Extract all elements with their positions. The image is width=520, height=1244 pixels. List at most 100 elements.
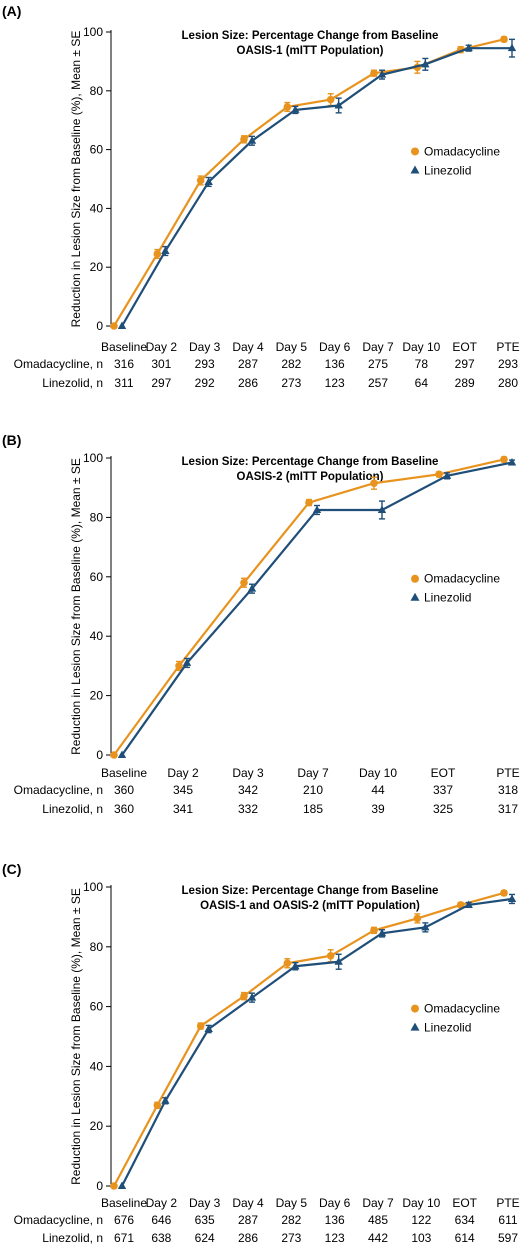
n-table-cell: 210 [303,783,323,797]
n-table-cell: 280 [498,376,518,390]
n-table-cell: 275 [368,357,388,371]
data-point-linezolid [507,457,517,466]
data-point-omadacycline [283,103,292,111]
x-tick-label: Day 3 [189,1196,221,1210]
panel-label: (A) [2,3,21,19]
n-table-row-label: Linezolid, n [42,376,103,390]
n-table-cell: 638 [151,1231,171,1244]
n-table-cell: 297 [151,376,171,390]
n-table-cell: 325 [433,802,453,816]
data-point-linezolid [377,928,387,937]
data-point-omadacycline [370,926,378,935]
y-tick-label: 20 [90,260,104,274]
legend-marker-circle [411,1004,419,1013]
y-tick-label: 80 [90,84,104,98]
data-point-omadacycline [500,455,508,464]
x-tick-label: Day 4 [232,1196,264,1210]
data-point-linezolid [464,43,473,52]
series-line-linezolid [121,47,512,327]
legend-label: Omadacycline [424,1002,500,1016]
data-point-linezolid [204,177,213,185]
panel-label: (C) [2,861,21,877]
y-axis-label: Reduction in Lesion Size from Baseline (… [69,458,83,755]
n-table-cell: 301 [151,357,171,371]
n-table-cell: 293 [498,357,518,371]
data-point-linezolid [334,957,343,965]
legend-marker-triangle [410,165,420,174]
x-tick-label: Baseline [101,340,147,354]
y-tick-label: 0 [96,319,103,333]
x-tick-label: Day 2 [167,766,199,780]
n-table-cell: 257 [368,376,388,390]
y-tick-label: 100 [83,451,103,465]
n-table-cell: 292 [195,376,215,390]
data-point-linezolid [464,900,473,908]
n-table-cell: 311 [114,376,133,390]
y-tick-label: 0 [96,1179,103,1193]
legend: Omadacycline Linezolid [410,1002,500,1035]
n-table-cell: 44 [371,783,385,797]
n-table-cell: 317 [498,802,518,816]
n-table-cell: 671 [114,1231,134,1244]
chart-panel: (A) Lesion Size: Percentage Change from B… [2,3,520,390]
n-table-row-label: Linezolid, n [42,802,103,816]
n-table-cell: 78 [415,357,429,371]
n-table-cell: 39 [371,802,385,816]
y-tick-label: 40 [90,629,104,643]
x-tick-label: Day 5 [276,340,308,354]
data-point-omadacycline [153,1101,162,1110]
chart-title: Lesion Size: Percentage Change from Base… [182,456,439,468]
data-point-linezolid [442,471,452,479]
y-tick-label: 80 [90,940,104,954]
data-point-omadacycline [326,95,335,104]
n-table-row-label: Omadacycline, n [14,1213,103,1227]
data-point-linezolid [507,894,517,902]
n-table-cell: 136 [325,1213,345,1227]
data-point-omadacycline [370,69,378,77]
data-point-linezolid [291,961,300,970]
data-point-linezolid [421,922,430,931]
n-table-cell: 282 [281,1213,301,1227]
legend-marker-triangle [410,592,420,601]
n-table-cell: 103 [411,1231,431,1244]
legend-label: Linezolid [424,163,471,177]
y-tick-label: 40 [90,1059,104,1073]
x-tick-label: Day 7 [362,1196,394,1210]
x-tick-label: EOT [431,766,456,780]
n-table-cell: 286 [238,1231,258,1244]
legend-marker-circle [411,574,419,583]
n-table-cell: 337 [433,783,453,797]
n-table-cell: 123 [325,1231,345,1244]
n-table-row-label: Omadacycline, n [14,357,103,371]
n-table-cell: 360 [114,802,134,816]
x-tick-label: Day 2 [146,1196,178,1210]
data-point-omadacycline [196,1022,205,1030]
n-table-cell: 287 [238,1213,258,1227]
n-table-cell: 611 [498,1213,517,1227]
legend: Omadacycline Linezolid [410,144,500,177]
series-line-omadacycline [113,38,505,327]
n-table-cell: 676 [114,1213,134,1227]
series-line-omadacycline [113,891,505,1187]
y-tick-label: 80 [90,510,104,524]
y-tick-label: 40 [90,201,104,215]
x-tick-label: PTE [496,340,519,354]
n-table-cell: 597 [498,1231,518,1244]
data-point-omadacycline [326,951,335,960]
y-tick-label: 20 [90,689,104,703]
data-point-linezolid [161,246,170,255]
n-table-cell: 64 [415,376,429,390]
n-table-cell: 316 [114,357,134,371]
legend-label: Linezolid [424,591,471,605]
data-point-omadacycline [413,914,422,923]
y-axis-label: Reduction in Lesion Size from Baseline (… [69,888,83,1185]
data-point-linezolid [312,505,322,513]
n-table-cell: 635 [195,1213,215,1227]
n-table-cell: 185 [303,802,323,816]
x-tick-label: Baseline [101,766,147,780]
data-point-omadacycline [240,992,248,1000]
y-tick-label: 60 [90,143,104,157]
data-point-linezolid [334,101,343,109]
chart-title: Lesion Size: Percentage Change from Base… [182,885,439,897]
data-point-omadacycline [456,901,465,909]
